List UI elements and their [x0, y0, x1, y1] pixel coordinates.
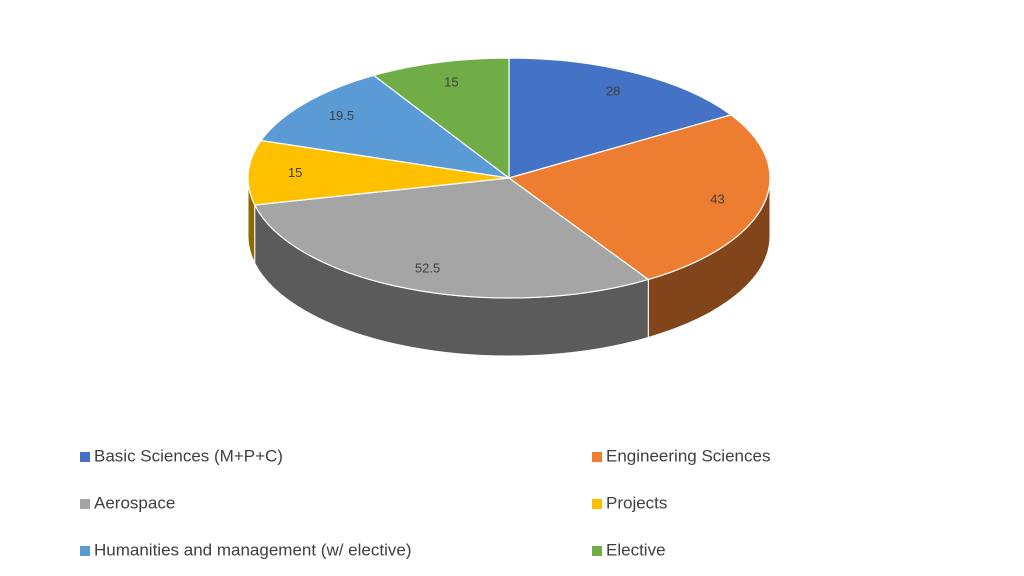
legend-swatch [592, 546, 602, 556]
slice [372, 57, 510, 180]
data-label: 52.5 [415, 260, 440, 275]
legend-label: Aerospace [94, 493, 175, 512]
legend-label: Projects [606, 493, 667, 512]
legend-swatch [80, 452, 90, 462]
slice [507, 114, 771, 281]
legend-label: Elective [606, 540, 666, 559]
data-label: 15 [288, 165, 302, 180]
data-label: 19.5 [329, 108, 354, 123]
legend-label: Basic Sciences (M+P+C) [94, 446, 283, 465]
data-label: 15 [444, 75, 458, 90]
legend-label: Engineering Sciences [606, 446, 770, 465]
slice [247, 139, 510, 206]
legend-swatch [592, 452, 602, 462]
slice [508, 57, 733, 179]
slice [253, 177, 650, 299]
data-label: 43 [710, 192, 724, 207]
legend-swatch [80, 499, 90, 509]
legend-label: Humanities and management (w/ elective) [94, 540, 411, 559]
data-label: 28 [606, 83, 620, 98]
slice [260, 74, 510, 179]
legend-swatch [592, 499, 602, 509]
legend-swatch [80, 546, 90, 556]
